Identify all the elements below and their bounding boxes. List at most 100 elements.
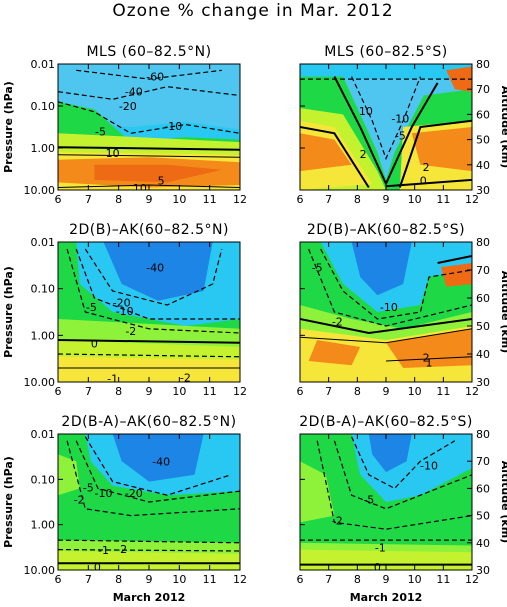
contour-label: 0 xyxy=(374,561,381,574)
alt-tick-label: 50 xyxy=(476,510,490,523)
contour-line xyxy=(58,146,240,151)
x-tick-label: 10 xyxy=(172,573,186,586)
color-region xyxy=(308,340,361,366)
contour-label: -2 xyxy=(116,543,127,556)
color-region xyxy=(58,454,80,496)
x-axis-label: March 2012 xyxy=(350,591,423,604)
contour-line xyxy=(84,248,223,306)
contour-line xyxy=(58,101,240,134)
contour-line xyxy=(66,440,240,517)
alt-tick-label: 30 xyxy=(476,184,490,197)
x-tick-label: 12 xyxy=(465,573,479,586)
contour-line xyxy=(333,440,472,510)
x-tick-label: 12 xyxy=(233,385,247,398)
contour-label: -1 xyxy=(107,373,118,386)
contour-line xyxy=(84,436,232,496)
x-tick-label: 6 xyxy=(297,385,304,398)
x-tick-label: 6 xyxy=(297,193,304,206)
color-region xyxy=(441,263,472,287)
contour-label: -40 xyxy=(146,261,164,274)
alt-tick-label: 60 xyxy=(476,108,490,121)
alt-tick-label: 80 xyxy=(476,428,490,441)
y-tick-label: 1.00 xyxy=(31,142,56,155)
contour-label: 5 xyxy=(158,175,165,188)
x-tick-label: 10 xyxy=(172,385,186,398)
y-tick-label: 1.00 xyxy=(31,329,56,342)
alt-tick-label: 50 xyxy=(476,134,490,147)
contour-line xyxy=(58,539,240,544)
contour-line xyxy=(300,318,472,335)
contour-label: -5 xyxy=(312,261,323,274)
contour-line xyxy=(308,248,472,327)
x-tick-label: 11 xyxy=(203,385,217,398)
color-region xyxy=(58,356,240,382)
contour-label: -5 xyxy=(363,494,374,507)
contour-label: 0 xyxy=(91,338,98,351)
contour-label: -60 xyxy=(146,71,164,84)
contour-label: -10 xyxy=(391,113,409,126)
y-tick-label: 0.01 xyxy=(31,428,56,441)
panel-fill: -10-5-2-10 xyxy=(300,434,472,574)
contour-line xyxy=(66,248,240,334)
x-tick-label: 10 xyxy=(408,193,422,206)
alt-tick-label: 30 xyxy=(476,564,490,577)
contour-label: -1 xyxy=(375,542,386,555)
contour-label: 0 xyxy=(94,561,101,574)
color-region xyxy=(58,551,240,570)
x-tick-label: 7 xyxy=(325,573,332,586)
color-region xyxy=(103,242,213,301)
panel-title: 2D(B-A)–AK(60–82.5°N) xyxy=(61,414,236,430)
contour-line xyxy=(58,353,240,358)
x-tick-label: 10 xyxy=(408,385,422,398)
contour-line xyxy=(58,86,240,100)
panel-title: 2D(B)–AK(60–82.5°S) xyxy=(307,222,465,238)
contour-label: -5 xyxy=(95,125,106,138)
y-tick-label: 10.00 xyxy=(24,184,56,197)
contour-line xyxy=(351,76,421,161)
alt-tick-label: 60 xyxy=(476,292,490,305)
contour-label: 2 xyxy=(423,161,430,174)
contour-label: -20 xyxy=(113,297,131,310)
contour-line xyxy=(351,436,456,490)
alt-tick-label: 70 xyxy=(476,83,490,96)
x-tick-label: 9 xyxy=(146,193,153,206)
alt-tick-label: 30 xyxy=(476,376,490,389)
contour-line xyxy=(58,548,240,552)
contour-line xyxy=(437,255,472,264)
x-tick-label: 10 xyxy=(408,573,422,586)
panel-fill: -5 -10 -2 21 xyxy=(300,242,472,382)
color-region xyxy=(446,66,472,92)
contour-label: 1 xyxy=(426,356,433,369)
contour-line xyxy=(58,339,240,344)
y-tick-label: 10.00 xyxy=(24,376,56,389)
x-tick-label: 6 xyxy=(55,385,62,398)
y-tick-label: 0.10 xyxy=(31,473,56,486)
x-tick-label: 8 xyxy=(115,385,122,398)
y-tick-label: 0.10 xyxy=(31,100,56,113)
x-tick-label: 7 xyxy=(325,385,332,398)
contour-label: -10 xyxy=(420,460,438,473)
right-y-axis-label: Altitude (km) xyxy=(499,271,507,353)
contour-line xyxy=(75,440,240,503)
x-tick-label: 8 xyxy=(354,573,361,586)
panel-fill: -40-20-10-5-2-2-10 xyxy=(58,434,240,574)
x-tick-label: 12 xyxy=(233,193,247,206)
contour-line xyxy=(316,440,472,530)
contour-label: -10 xyxy=(95,487,113,500)
alt-tick-label: 70 xyxy=(476,264,490,277)
alt-tick-label: 40 xyxy=(476,537,490,550)
y-tick-label: 1.00 xyxy=(31,519,56,532)
alt-tick-label: 40 xyxy=(476,159,490,172)
contour-line xyxy=(320,248,472,320)
x-tick-label: 9 xyxy=(383,573,390,586)
contour-line xyxy=(385,356,472,362)
x-tick-label: 7 xyxy=(85,573,92,586)
contour-label: 2 xyxy=(423,352,430,365)
alt-tick-label: 40 xyxy=(476,348,490,361)
